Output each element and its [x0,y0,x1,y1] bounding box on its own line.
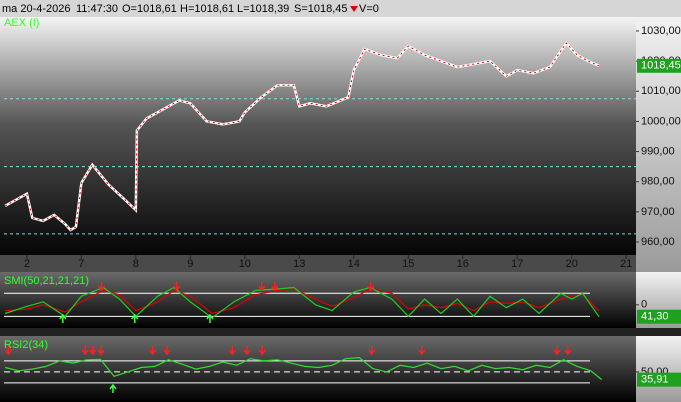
sell-arrow [367,282,375,292]
panel-title: AEX (I) [4,17,39,29]
x-tick-label: 8 [133,258,139,270]
sell-arrow [4,346,12,356]
y-tick-label: 960,00 [641,236,675,248]
header-close: S=1018,45 [294,3,348,15]
header-open: O=1018,61 [122,3,177,15]
buy-arrow [59,313,67,323]
last-value-label: 41,30 [641,311,669,323]
x-tick-label: 10 [239,258,251,270]
sell-arrow [564,346,572,356]
header-high: H=1018,61 [180,3,234,15]
last-value-label: 1018,45 [641,60,681,72]
y-tick-label: 1030,00 [641,25,681,37]
x-tick-label: 17 [511,258,523,270]
rsi-panel [0,336,636,402]
buy-arrow [206,313,214,323]
header-low: L=1018,39 [237,3,289,15]
header-time: 11:47:30 [76,3,118,15]
sell-arrow [97,346,105,356]
sell-arrow [553,346,561,356]
y-tick-label: 0 [641,299,647,311]
series-line-accent [4,42,600,231]
panel-separator [0,328,681,336]
sell-arrow [228,346,236,356]
x-tick-label: 16 [457,258,469,270]
x-tick-label: 20 [566,258,578,270]
sell-arrow [368,346,376,356]
sell-arrow [418,346,426,356]
main-panel [0,17,636,255]
sell-arrow [97,282,106,292]
x-tick-label: 2 [24,258,30,270]
sell-arrow [163,346,171,356]
sell-arrow [243,346,251,356]
panel-title: SMI(50,21,21,21) [4,275,89,287]
x-axis-strip [0,255,636,272]
series-line [5,288,600,315]
x-tick-label: 13 [293,258,305,270]
sell-arrow [258,282,266,292]
header-volume: V=0 [359,3,379,15]
sell-arrow [81,346,89,356]
sell-arrow [173,282,181,292]
x-tick-label: 9 [187,258,193,270]
sell-arrow [89,346,97,356]
y-tick-label: 990,00 [641,145,675,157]
last-value-box [637,309,681,324]
y-tick-label: 1010,00 [641,85,681,97]
series-line [4,286,600,319]
down-indicator [350,6,358,12]
x-tick-label: 7 [78,258,84,270]
buy-arrow [131,313,139,323]
last-value-box [637,58,681,73]
header-bar [0,0,681,17]
sell-arrow [271,282,279,292]
last-value-label: 35,91 [641,374,669,386]
y-tick-label: 980,00 [641,176,675,188]
buy-arrow [109,383,117,393]
y-tick-label: 1000,00 [641,115,681,127]
rsi-axis [636,336,681,402]
last-value-box [637,372,681,387]
sell-arrow [149,346,157,356]
header-date: ma 20-4-2026 [2,3,71,15]
sell-arrow [258,346,266,356]
x-tick-label: 21 [620,258,632,270]
series-line [4,356,603,381]
y-tick-label: 970,00 [641,206,675,218]
x-tick-label: 14 [348,258,360,270]
panel-title: RSI2(34) [4,339,48,351]
x-tick-label: 15 [402,258,414,270]
